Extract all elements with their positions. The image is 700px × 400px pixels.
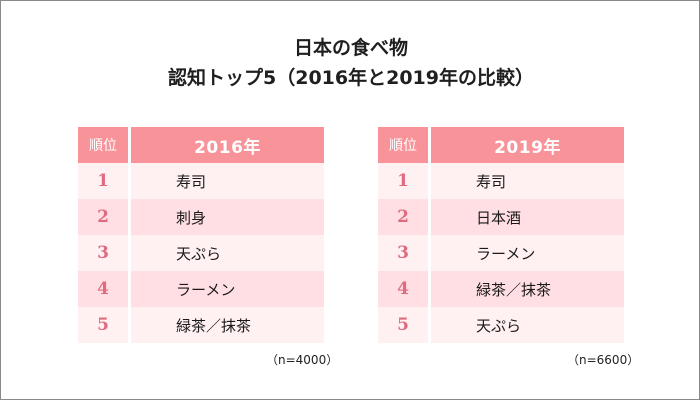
food-item: 緑茶／抹茶 bbox=[176, 316, 252, 335]
table-row: 3 ラーメン bbox=[378, 235, 624, 271]
food-item: 日本酒 bbox=[476, 208, 522, 227]
rank-number: 4 bbox=[397, 279, 409, 299]
rank-number: 5 bbox=[397, 315, 409, 335]
food-item: 刺身 bbox=[176, 208, 207, 227]
table-row: 1 寿司 bbox=[78, 163, 324, 199]
table-row: 5 天ぷら bbox=[378, 307, 624, 343]
rank-number: 2 bbox=[97, 207, 109, 227]
food-item: 寿司 bbox=[176, 172, 207, 191]
table-header: 順位 2019年 bbox=[378, 127, 624, 163]
main-title: 日本の食べ物 bbox=[293, 37, 408, 59]
food-item: 寿司 bbox=[476, 172, 507, 191]
ranking-table-2016: 順位 2016年 1 寿司 2 刺身 3 天ぷら 4 ラーメン 5 緑茶／抹茶 bbox=[78, 127, 324, 343]
ranking-table-2019: 順位 2019年 1 寿司 2 日本酒 3 ラーメン 4 緑茶／抹茶 5 天ぷら bbox=[378, 127, 624, 343]
food-item: 天ぷら bbox=[476, 316, 522, 335]
year-column-header: 2019年 bbox=[431, 127, 624, 163]
table-row: 2 日本酒 bbox=[378, 199, 624, 235]
rank-column-header: 順位 bbox=[78, 127, 128, 163]
table-row: 2 刺身 bbox=[78, 199, 324, 235]
food-item: 緑茶／抹茶 bbox=[476, 280, 552, 299]
food-item: ラーメン bbox=[176, 280, 236, 299]
table-row: 4 ラーメン bbox=[78, 271, 324, 307]
table-row: 1 寿司 bbox=[378, 163, 624, 199]
rank-number: 1 bbox=[397, 171, 409, 191]
table-row: 5 緑茶／抹茶 bbox=[78, 307, 324, 343]
rank-column-header: 順位 bbox=[378, 127, 428, 163]
table-header: 順位 2016年 bbox=[78, 127, 324, 163]
food-item: 天ぷら bbox=[176, 244, 222, 263]
rank-number: 3 bbox=[97, 243, 109, 263]
table-row: 3 天ぷら bbox=[78, 235, 324, 271]
rank-number: 1 bbox=[97, 171, 109, 191]
food-item: ラーメン bbox=[476, 244, 536, 263]
subtitle: 認知トップ5（2016年と2019年の比較） bbox=[168, 67, 534, 89]
rank-number: 2 bbox=[397, 207, 409, 227]
rank-number: 3 bbox=[397, 243, 409, 263]
table-row: 4 緑茶／抹茶 bbox=[378, 271, 624, 307]
sample-size-note-2016: （n=4000） bbox=[266, 353, 339, 367]
sample-size-note-2019: （n=6600） bbox=[567, 353, 640, 367]
rank-number: 4 bbox=[97, 279, 109, 299]
year-column-header: 2016年 bbox=[131, 127, 324, 163]
rank-number: 5 bbox=[97, 315, 109, 335]
